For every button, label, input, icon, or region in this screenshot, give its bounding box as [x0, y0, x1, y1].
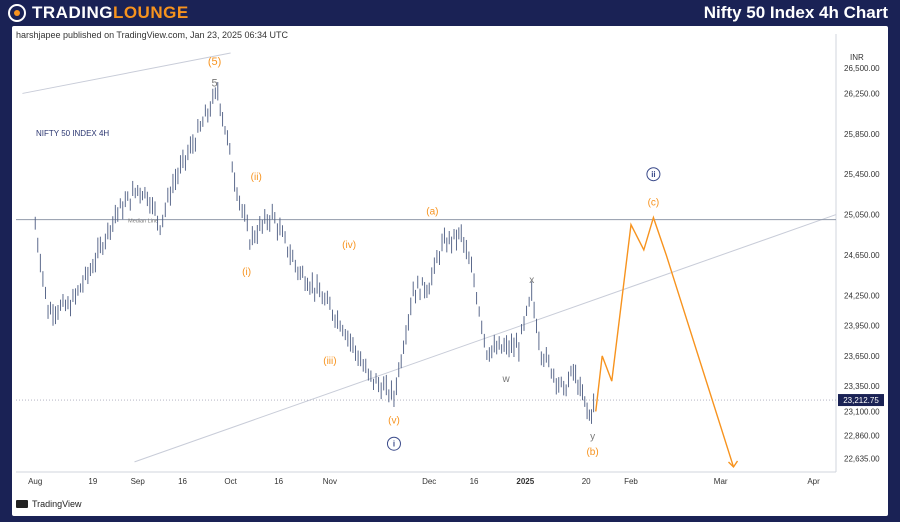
y-tick-label: 22,860.00 [844, 432, 880, 441]
y-tick-label: 25,850.00 [844, 130, 880, 139]
y-tick-label: 26,500.00 [844, 64, 880, 73]
y-tick-label: 25,050.00 [844, 211, 880, 220]
y-tick-label: 23,650.00 [844, 352, 880, 361]
x-tick-label: Dec [422, 477, 436, 486]
channel-line [22, 52, 231, 94]
chart-title: Nifty 50 Index 4h Chart [703, 3, 888, 22]
projection-arrow [728, 460, 739, 469]
wave-label: ii [651, 170, 655, 179]
x-tick-label: 20 [582, 477, 591, 486]
currency-label: INR [850, 53, 864, 62]
y-tick-label: 25,450.00 [844, 170, 880, 179]
tradingview-logo: TradingView [16, 499, 82, 509]
x-tick-label: Apr [807, 477, 820, 486]
wave-label: y [590, 432, 595, 443]
brand-name: TRADINGLOUNGE [32, 3, 189, 22]
x-tick-label: Mar [714, 477, 728, 486]
x-tick-label: Aug [28, 477, 42, 486]
y-tick-label: 22,635.00 [844, 454, 880, 463]
y-tick-label: 23,100.00 [844, 407, 880, 416]
chart-panel: INR 26,500.00 26,250.00 25,850.00 25,450.00 2… [12, 26, 888, 516]
y-tick-label: 23,350.00 [844, 382, 880, 391]
header-bar: TRADINGLOUNGE Nifty 50 Index 4h Chart [0, 0, 900, 26]
tradingview-label: TradingView [32, 499, 82, 509]
wave-label: (iii) [323, 356, 336, 367]
plot-title: NIFTY 50 INDEX 4H [36, 129, 109, 138]
wave-label: 5 [212, 77, 218, 89]
last-price-label: 23,212.75 [843, 396, 879, 405]
price-series [34, 82, 595, 424]
wave-label: (5) [208, 56, 221, 68]
channel-line [134, 214, 837, 463]
brand-logo: TRADINGLOUNGE [8, 3, 189, 23]
wave-label: i [393, 440, 395, 449]
wave-label: (c) [648, 197, 660, 208]
y-tick-label: 24,250.00 [844, 291, 880, 300]
price-chart[interactable]: INR 26,500.00 26,250.00 25,850.00 25,450.00 2… [12, 26, 888, 516]
projection-path [595, 215, 735, 468]
last-price-tag [838, 394, 884, 407]
wave-label: (i) [242, 267, 251, 278]
x-tick-label: 16 [274, 477, 283, 486]
x-tick-label: 16 [178, 477, 187, 486]
wave-label: (a) [426, 207, 438, 218]
wave-label-circle [386, 436, 401, 451]
x-tick-label: 16 [470, 477, 479, 486]
tradinglounge-logo-icon [8, 4, 26, 22]
wave-label: w [501, 374, 510, 385]
wave-label: (ii) [251, 172, 262, 183]
x-tick-label: Feb [624, 477, 638, 486]
x-tick-label: Oct [224, 477, 237, 486]
x-tick-label: Nov [323, 477, 337, 486]
wave-label: (v) [388, 416, 400, 427]
wave-label: x [529, 275, 534, 286]
median-line-label: Median Line [128, 219, 158, 225]
wave-label: (iv) [342, 240, 356, 251]
wave-label: (b) [586, 447, 598, 458]
y-tick-label: 24,650.00 [844, 251, 880, 260]
y-tick-label: 26,250.00 [844, 89, 880, 98]
x-tick-label: 19 [88, 477, 97, 486]
x-tick-label: Sep [131, 477, 146, 486]
y-tick-label: 23,950.00 [844, 322, 880, 331]
published-info: harshjapee published on TradingView.com,… [16, 30, 289, 40]
tradingview-icon [16, 500, 28, 508]
wave-label-circle [646, 167, 661, 182]
x-tick-label: 2025 [516, 477, 534, 486]
